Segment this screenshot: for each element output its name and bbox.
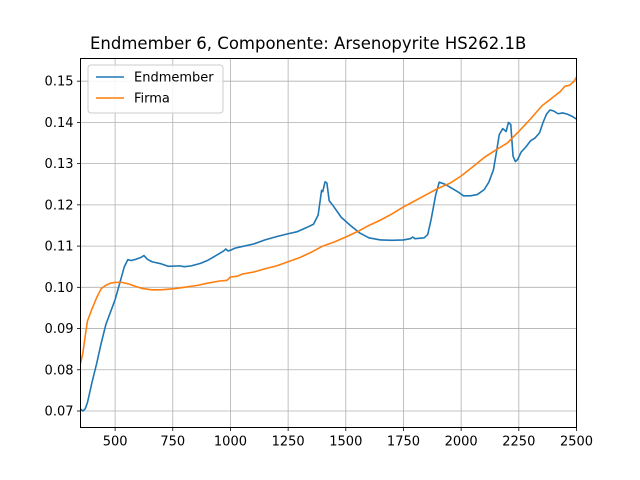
series-lines — [80, 76, 577, 412]
y-tick-label: 0.12 — [45, 198, 74, 213]
x-tick-label: 1250 — [272, 435, 305, 450]
plot-frame — [80, 58, 577, 428]
y-tick-label: 0.09 — [45, 322, 74, 337]
x-tick-label: 750 — [160, 435, 185, 450]
x-tick-label: 500 — [103, 435, 128, 450]
y-tick-label: 0.14 — [45, 116, 74, 131]
y-axis: 0.07 0.08 0.09 0.10 0.11 0.12 0.13 0.14 0.15 — [45, 75, 81, 420]
y-tick-label: 0.08 — [45, 363, 74, 378]
series-line-endmember — [80, 109, 577, 412]
x-tick-label: 1000 — [214, 435, 247, 450]
x-axis: 500 750 1000 1250 1500 1750 2000 2250 2500 — [103, 427, 593, 450]
series-line-firma — [80, 76, 577, 364]
y-tick-label: 0.13 — [45, 157, 74, 172]
y-tick-label: 0.15 — [45, 75, 74, 90]
x-tick-label: 1500 — [329, 435, 362, 450]
y-tick-label: 0.10 — [45, 281, 74, 296]
grid — [80, 58, 577, 428]
x-tick-label: 2250 — [502, 435, 535, 450]
y-tick-label: 0.11 — [45, 240, 74, 255]
x-tick-label: 2500 — [560, 435, 593, 450]
y-tick-label: 0.07 — [45, 405, 74, 420]
legend-label-endmember: Endmember — [134, 71, 214, 86]
chart-title: Endmember 6, Componente: Arsenopyrite HS… — [90, 34, 526, 53]
x-tick-label: 2000 — [445, 435, 478, 450]
legend: Endmember Firma — [87, 64, 224, 114]
x-tick-label: 1750 — [387, 435, 420, 450]
legend-label-firma: Firma — [134, 92, 170, 107]
